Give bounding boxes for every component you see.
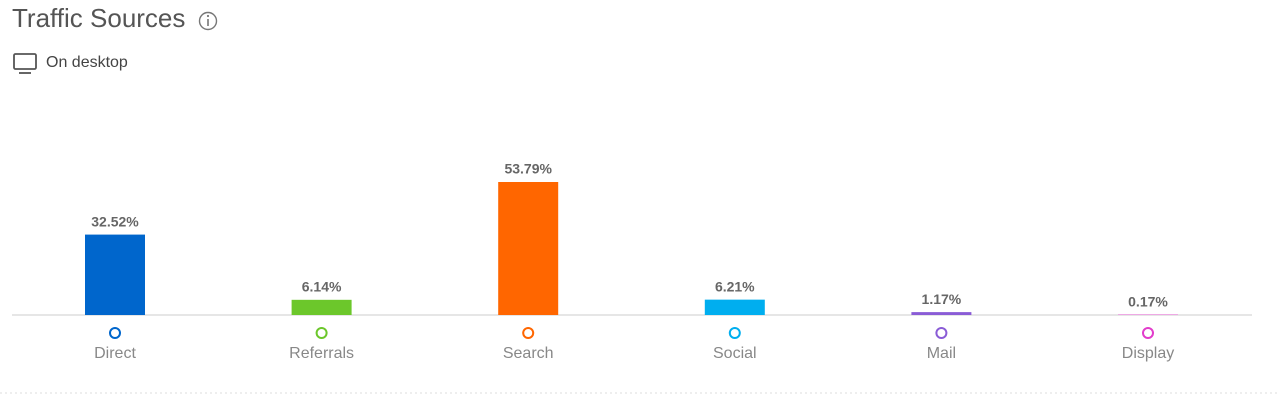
value-label: 0.17% — [1128, 293, 1168, 309]
value-label: 53.79% — [504, 161, 552, 177]
category-icon — [110, 328, 120, 338]
bar — [292, 300, 352, 315]
device-label: On desktop — [46, 54, 128, 71]
category-icon — [936, 328, 946, 338]
widget-title: Traffic Sources — [12, 3, 185, 33]
value-label: 6.21% — [715, 278, 755, 294]
desktop-icon — [14, 54, 36, 73]
category-icon — [730, 328, 740, 338]
category-icon — [317, 328, 327, 338]
bar — [498, 182, 558, 315]
value-label: 1.17% — [922, 291, 962, 307]
category-label: Display — [1122, 345, 1174, 362]
category-icon — [1143, 328, 1153, 338]
category-label: Referrals — [289, 345, 354, 362]
value-label: 6.14% — [302, 279, 342, 295]
category-label: Social — [713, 345, 757, 362]
bar — [705, 300, 765, 315]
info-icon[interactable] — [200, 13, 217, 30]
category-icon — [523, 328, 533, 338]
category-label: Mail — [927, 345, 956, 362]
bar — [85, 235, 145, 315]
category-label: Search — [503, 345, 554, 362]
value-label: 32.52% — [91, 213, 139, 229]
bar — [911, 312, 971, 315]
category-label: Direct — [94, 345, 136, 362]
